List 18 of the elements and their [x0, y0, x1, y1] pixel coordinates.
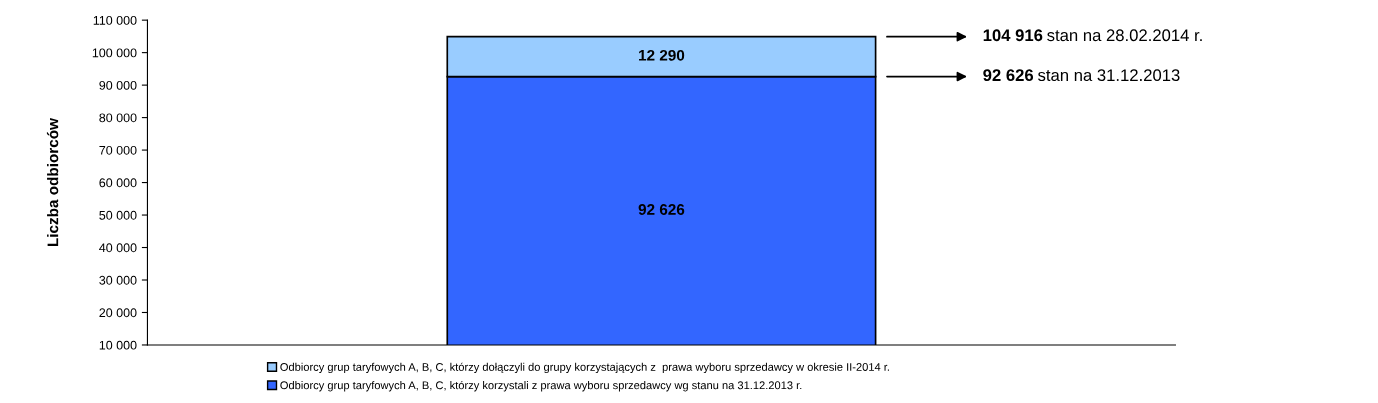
y-tick-label: 40 000 [99, 243, 137, 253]
y-tick-label: 30 000 [99, 275, 137, 285]
legend-label: Odbiorcy grup taryfowych A, B, C, którzy korzystali z prawa wyboru sprzedawcy wg stanu na 31.12.2013 r. [280, 380, 802, 392]
annotation: 104 916 stan na 28.02.2014 r. [983, 29, 1202, 42]
y-tick-label: 110 000 [93, 15, 137, 25]
y-axis-title: Liczba odbiorców [46, 118, 59, 247]
annotation: 92 626 stan na 31.12.2013 [983, 69, 1180, 82]
legend-label: Odbiorcy grup taryfowych A, B, C, którzy dołączyli do grupy korzystających z prawa wyboru sprzedawcy w okresie II-2014 r. [280, 362, 889, 374]
y-tick-label: 100 000 [92, 48, 137, 58]
y-tick-label: 80 000 [99, 113, 137, 123]
y-tick-label: 90 000 [99, 80, 137, 90]
y-tick-label: 70 000 [99, 145, 137, 155]
y-tick-label: 20 000 [99, 308, 137, 318]
y-tick-label: 60 000 [99, 178, 137, 188]
y-tick-label: 50 000 [99, 210, 137, 220]
y-tick-label: 10 000 [99, 340, 137, 350]
data-label: 12 290 [639, 49, 685, 61]
data-label: 92 626 [638, 204, 685, 215]
